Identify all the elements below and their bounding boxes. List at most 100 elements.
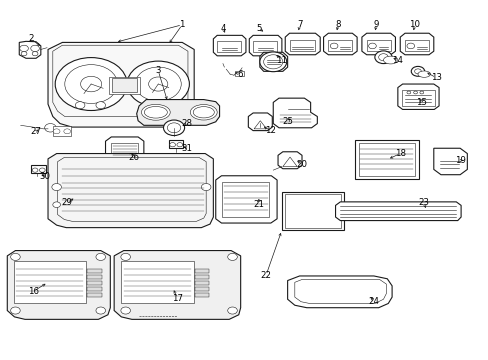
Bar [253,41,277,52]
Text: 15: 15 [415,98,427,107]
Bar [87,269,102,274]
Circle shape [163,120,184,136]
Circle shape [32,51,38,56]
Polygon shape [259,52,287,71]
Circle shape [329,43,337,49]
Polygon shape [397,84,438,109]
Circle shape [52,184,61,190]
Bar [281,192,344,230]
Bar [234,71,243,76]
Circle shape [144,101,153,107]
Text: 21: 21 [253,200,264,209]
Bar [328,40,351,51]
Circle shape [55,58,127,111]
Text: 25: 25 [282,117,292,126]
Circle shape [121,307,130,314]
Polygon shape [114,251,240,319]
Polygon shape [361,33,395,55]
Bar [53,126,71,136]
Circle shape [53,202,61,207]
Text: 3: 3 [155,66,161,75]
Text: 29: 29 [61,198,73,207]
Polygon shape [433,148,467,175]
Bar [401,90,434,106]
Circle shape [410,66,424,76]
Text: 20: 20 [296,159,307,168]
Polygon shape [287,276,391,308]
Bar [217,41,241,52]
Circle shape [169,143,175,147]
Polygon shape [7,251,110,319]
Circle shape [81,76,102,92]
Ellipse shape [141,104,170,120]
Polygon shape [248,113,272,131]
Text: 14: 14 [391,55,403,64]
Bar [284,194,341,228]
Text: 31: 31 [181,144,192,153]
Text: 9: 9 [373,20,378,29]
Circle shape [135,67,181,101]
Circle shape [148,77,167,91]
Polygon shape [215,176,277,223]
Circle shape [163,101,172,107]
Polygon shape [53,189,81,203]
Bar [194,293,208,297]
Text: 24: 24 [367,297,379,306]
Circle shape [31,45,40,51]
Circle shape [53,129,60,134]
Circle shape [121,253,130,260]
Bar [87,287,102,291]
Circle shape [177,143,183,147]
Bar [404,40,428,51]
Circle shape [413,91,417,94]
Bar [366,40,390,51]
Polygon shape [137,100,219,125]
Circle shape [167,123,181,133]
Circle shape [21,51,27,56]
Bar [87,275,102,279]
Text: 5: 5 [256,24,261,33]
Text: 19: 19 [454,156,465,165]
Circle shape [374,51,391,64]
Bar [354,140,419,179]
Text: 13: 13 [430,73,441,82]
Ellipse shape [383,56,397,64]
Circle shape [64,129,70,134]
Text: 18: 18 [394,149,405,158]
Circle shape [11,307,20,314]
Ellipse shape [190,104,217,120]
Polygon shape [335,202,460,221]
Polygon shape [323,33,356,55]
Circle shape [263,55,282,69]
Circle shape [419,91,423,94]
Circle shape [57,193,63,198]
Circle shape [20,45,28,51]
Circle shape [96,307,105,314]
Circle shape [96,102,105,109]
Circle shape [414,69,421,74]
Bar [111,143,138,159]
Text: 10: 10 [408,20,419,29]
Text: 7: 7 [296,20,302,29]
Bar [222,182,269,217]
Text: 12: 12 [265,126,276,135]
Text: 16: 16 [28,287,39,296]
Text: 26: 26 [128,153,140,162]
Circle shape [11,253,20,260]
Text: 30: 30 [39,172,50,181]
Circle shape [64,65,117,103]
Circle shape [368,43,376,49]
Polygon shape [19,41,41,58]
Circle shape [96,253,105,260]
Polygon shape [213,35,245,56]
Text: 17: 17 [172,294,183,303]
Text: 2: 2 [28,34,34,43]
Polygon shape [278,152,302,169]
Circle shape [259,52,286,72]
Bar [87,293,102,297]
Bar [31,165,45,173]
Circle shape [378,54,387,61]
Polygon shape [273,98,317,128]
Text: 8: 8 [334,20,340,29]
Text: 27: 27 [30,127,41,136]
